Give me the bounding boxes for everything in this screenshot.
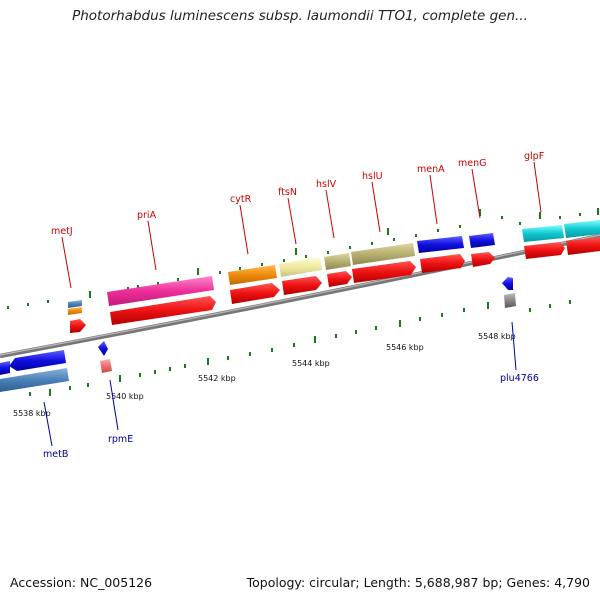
gene-block-ftsN[interactable] [279, 257, 322, 277]
gene-block-metB-b[interactable] [0, 368, 69, 392]
gene-block-cytR[interactable] [228, 265, 277, 285]
cds-arrow[interactable] [566, 237, 600, 255]
gene-block-priA[interactable] [107, 276, 214, 306]
tick-label: 5544 kbp [292, 359, 330, 368]
cds-arrow[interactable] [110, 296, 216, 325]
gene-label-plu4766[interactable]: plu4766 [500, 373, 539, 384]
feature-track-reverse[interactable] [0, 277, 516, 392]
gene-block-menG[interactable] [469, 233, 495, 248]
gene-block-metJ[interactable] [68, 300, 82, 308]
gene-label-metJ[interactable]: metJ [51, 226, 73, 237]
gene-label-glpF[interactable]: glpF [524, 151, 544, 162]
gene-label-metB[interactable]: metB [43, 449, 68, 460]
gene-block-glpF[interactable] [522, 225, 564, 242]
inner-ruler-major [49, 302, 489, 396]
gene-label-rpmE[interactable]: rpmE [108, 434, 133, 445]
gene-label-menA[interactable]: menA [417, 164, 445, 175]
gene-block-reverse[interactable] [0, 361, 10, 375]
gene-label-priA[interactable]: priA [137, 210, 157, 221]
genome-backbone-highlight [0, 234, 600, 356]
genome-backbone [0, 233, 600, 359]
tick-label: 5538 kbp [13, 409, 51, 418]
inner-ruler [29, 300, 571, 396]
cds-arrow[interactable] [282, 276, 322, 295]
gene-block-plu4766[interactable] [502, 277, 513, 290]
tick-label: 5542 kbp [198, 374, 236, 383]
gene-block-next[interactable] [564, 220, 600, 238]
gene-block-metJ-b[interactable] [68, 307, 82, 315]
accession-label: Accession: NC_005126 [10, 575, 153, 590]
gene-label-cytR[interactable]: cytR [230, 194, 252, 205]
gene-block-plu4766-b[interactable] [504, 293, 516, 308]
cds-arrow[interactable] [327, 271, 352, 287]
gene-block-hslU[interactable] [351, 243, 415, 265]
gene-block-hslV[interactable] [324, 253, 351, 270]
gene-block-menA[interactable] [417, 236, 464, 253]
gene-block-rpmE[interactable] [98, 341, 108, 356]
gene-label-ftsN[interactable]: ftsN [278, 187, 297, 198]
cds-arrow[interactable] [230, 283, 280, 304]
gene-block-metB[interactable] [9, 350, 66, 371]
map-title: Photorhabdus luminescens subsp. laumondi… [72, 8, 528, 24]
cds-arrow[interactable] [420, 254, 465, 273]
tick-label: 5548 kbp [478, 332, 516, 341]
gene-label-hslV[interactable]: hslV [316, 179, 337, 190]
cds-arrow[interactable] [352, 261, 416, 283]
gene-label-menG[interactable]: menG [458, 158, 486, 169]
gene-label-hslU[interactable]: hslU [362, 171, 383, 182]
gene-labels-bottom [43, 321, 517, 447]
genome-summary: Topology: circular; Length: 5,688,987 bp… [246, 575, 590, 590]
gene-block-rpmE-b[interactable] [100, 359, 112, 373]
cds-arrow[interactable] [70, 319, 86, 333]
feature-track-forward[interactable] [68, 220, 600, 315]
gene-labels-top [61, 161, 542, 289]
tick-label: 5546 kbp [386, 343, 424, 352]
cds-track[interactable] [70, 237, 600, 333]
cds-arrow[interactable] [471, 252, 495, 267]
cds-arrow[interactable] [524, 242, 565, 259]
outer-ruler [7, 213, 581, 309]
tick-label: 5540 kbp [106, 392, 144, 401]
outer-ruler-major [89, 208, 599, 298]
